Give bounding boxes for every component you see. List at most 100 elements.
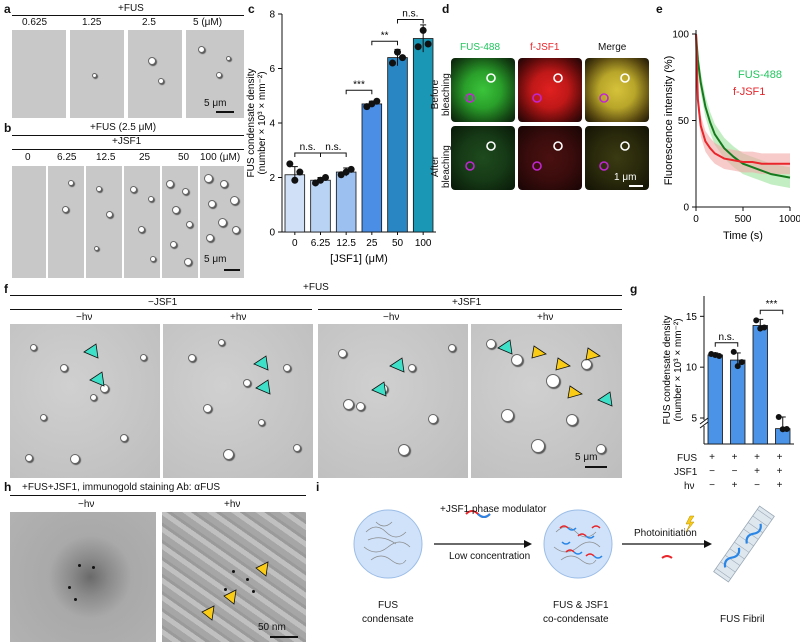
chart-c-point <box>296 168 304 176</box>
panel-f-micrograph-3 <box>318 324 468 478</box>
panel-g-sign: + <box>731 480 738 491</box>
panel-g-sign: − <box>754 480 760 491</box>
panel-d-bleach-markers <box>465 73 630 171</box>
chart-g-ytick-label: 5 <box>691 414 697 425</box>
panel-b-scale-label: 5 μm <box>204 254 227 265</box>
chart-c-xtick-label: 50 <box>392 238 404 249</box>
chart-g-point <box>734 363 741 370</box>
chart-g-ylabel-2: (number × 10³ × mm⁻²) <box>673 318 684 421</box>
chart-c-point <box>399 54 406 62</box>
chart-g-point <box>716 352 723 359</box>
panel-b-micrograph-1 <box>12 166 46 278</box>
chart-c-sig-label: n.s. <box>402 8 418 19</box>
chart-c-sig-label: n.s. <box>300 142 316 153</box>
panel-d-channel-1: FUS-488 <box>460 42 501 53</box>
panel-f-scale-bar <box>585 466 607 468</box>
chart-c-sig-label: n.s. <box>325 142 341 153</box>
panel-b-conc-6: 100 (μM) <box>200 152 241 163</box>
chart-e-line-1 <box>695 33 790 165</box>
chart-c-point <box>424 40 432 48</box>
chart-g-ytick-label: 15 <box>686 312 698 323</box>
chart-c-point <box>373 97 381 105</box>
panel-g-sign: + <box>776 480 783 491</box>
chart-c-xlabel: [JSF1] (μM) <box>330 253 388 265</box>
chart-g-point <box>738 359 745 366</box>
chart-c-sig-bracket <box>345 89 373 95</box>
chart-e-ylabel: Fluorescence intensity (%) <box>663 56 675 186</box>
panel-b-header-line-2 <box>12 149 244 150</box>
panel-i-caption-3: FUS Fibril <box>720 614 765 625</box>
chart-g-sig-bracket <box>759 309 784 315</box>
chart-c-bar <box>387 57 408 233</box>
chart-e-xtick-label: 0 <box>693 214 699 225</box>
panel-h-cond-2: +hν <box>224 499 241 510</box>
panel-h-header: +FUS+JSF1, immunogold staining Ab: αFUS <box>22 482 221 493</box>
chart-c-point <box>389 59 396 67</box>
chart-c-bar <box>412 38 434 233</box>
panel-g-sign: + <box>709 452 715 463</box>
panel-i-step2: Photoinitiation <box>634 528 697 539</box>
chart-c-ytick-label: 8 <box>269 10 275 21</box>
chart-e-legend-0: FUS-488 <box>738 69 782 81</box>
panel-label-h: h <box>4 480 12 494</box>
panel-g-sign: − <box>709 480 715 491</box>
chart-c-ytick-label: 6 <box>269 64 275 75</box>
panel-i-caption-1b: condensate <box>362 614 414 625</box>
panel-d-channel-2: f-JSF1 <box>530 42 560 53</box>
panel-a-scale-bar <box>216 111 234 113</box>
chart-e-line-0 <box>695 33 791 179</box>
panel-b-header-1: +FUS (2.5 μM) <box>90 122 157 133</box>
panel-b-scale-bar <box>224 269 240 271</box>
chart-e-legend-1: f-JSF1 <box>733 86 765 98</box>
panel-label-e: e <box>656 2 663 16</box>
chart-c-ylabel-2: (number × 10³ × mm⁻²) <box>257 71 268 174</box>
chart-g-sig-label: n.s. <box>718 332 734 343</box>
panel-g-sign: + <box>754 466 760 477</box>
panel-a-conc-1: 0.625 <box>22 17 48 28</box>
panel-d-scale-bar <box>629 185 643 187</box>
chart-g-axis-break-1 <box>699 417 709 425</box>
panel-f-micrograph-4: 5 μm <box>471 324 622 478</box>
panel-b-header-2: +JSF1 <box>112 136 142 147</box>
chart-c-bar <box>335 171 357 233</box>
panel-i-schematic <box>353 505 775 583</box>
panel-d-scale-label: 1 μm <box>614 172 637 183</box>
panel-i-caption-1a: FUS <box>378 600 398 611</box>
panel-g-sign: + <box>754 452 760 463</box>
chart-c-ytick-label: 4 <box>269 119 275 130</box>
chart-c-point <box>419 26 427 34</box>
panel-b-micrograph-4 <box>124 166 160 278</box>
panel-f-group-1-line <box>10 309 312 310</box>
chart-g-axis-break-2 <box>699 421 709 429</box>
panel-b-micrograph-3 <box>86 166 122 278</box>
chart-e-ytick-label: 50 <box>678 116 690 127</box>
chart-c-point <box>286 160 294 168</box>
panel-d-before-fus488 <box>451 58 515 122</box>
chart-e-xtick-label: 500 <box>735 214 752 225</box>
panel-g-sign: + <box>731 452 738 463</box>
panel-f-group-2-line <box>318 309 622 310</box>
panel-b-conc-3: 12.5 <box>96 152 116 163</box>
chart-c-sig-bracket <box>294 152 321 157</box>
panel-h-cond-1: −hν <box>78 499 95 510</box>
chart-c-sig-bracket <box>320 152 347 157</box>
panel-d-row-2-label: After bleaching <box>430 145 452 188</box>
chart-g-point <box>783 425 790 432</box>
panel-f-cond-3: −hν <box>383 312 400 323</box>
panel-label-b: b <box>4 121 12 135</box>
chart-g-point <box>761 324 768 331</box>
panel-a-micrograph-1 <box>12 30 66 118</box>
panel-d-after-merge <box>585 126 649 190</box>
panel-h-scale-label: 50 nm <box>258 622 286 633</box>
chart-g-bar <box>707 354 723 445</box>
panel-f-cond-4: +hν <box>537 312 554 323</box>
panel-b-conc-4: 25 <box>139 152 151 163</box>
panel-b-conc-2: 6.25 <box>57 152 77 163</box>
panel-h-tem-2: 50 nm <box>162 512 306 642</box>
panel-a-header: +FUS <box>118 3 144 14</box>
panel-b-header-line-1 <box>12 135 244 136</box>
chart-g-point <box>753 317 760 324</box>
panel-label-f: f <box>4 282 8 296</box>
chart-c-point <box>414 43 422 51</box>
panel-g-condition-table: + + + + − − + + − + − + <box>704 452 800 496</box>
